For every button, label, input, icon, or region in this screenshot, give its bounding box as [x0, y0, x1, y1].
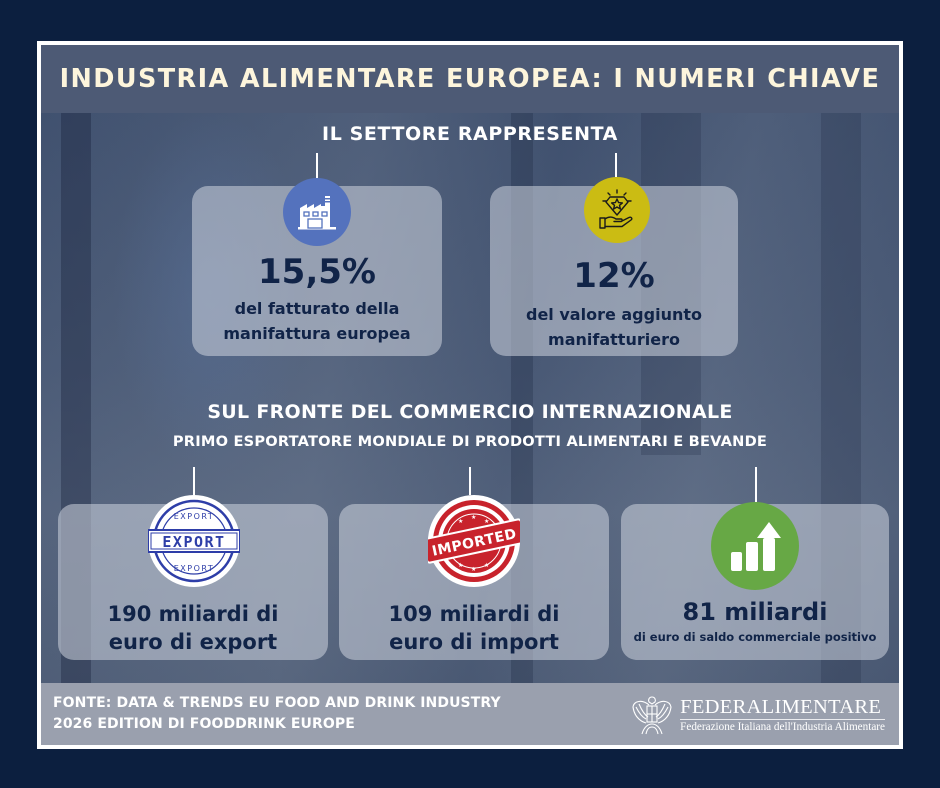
- svg-text:★: ★: [471, 514, 476, 521]
- connector-line: [193, 467, 195, 495]
- svg-text:EXPORT: EXPORT: [162, 533, 225, 551]
- footer-band: FONTE: DATA & TRENDS EU FOOD AND DRINK I…: [41, 683, 899, 745]
- logo-name: FEDERALIMENTARE: [680, 696, 885, 720]
- factory-icon: [283, 178, 351, 246]
- svg-text:★: ★: [458, 562, 463, 569]
- source-line-1: FONTE: DATA & TRENDS EU FOOD AND DRINK I…: [53, 695, 501, 711]
- svg-text:EXPORT: EXPORT: [174, 512, 215, 521]
- trade-section-title: SUL FRONTE DEL COMMERCIO INTERNAZIONALE: [207, 401, 733, 423]
- stat-label-line1: 109 miliardi di: [388, 602, 560, 626]
- source-line-2: 2026 EDITION DI FOODDRINK EUROPE: [53, 716, 355, 732]
- stat-value: 15,5%: [258, 252, 376, 292]
- svg-text:★: ★: [484, 518, 489, 525]
- connector-line: [316, 153, 318, 181]
- connector-line: [755, 467, 757, 502]
- page-title: INDUSTRIA ALIMENTARE EUROPEA: I NUMERI C…: [59, 64, 881, 94]
- stat-label-line1: del valore aggiunto: [526, 305, 702, 324]
- federalimentare-logo: FEDERALIMENTARE Federazione Italiana del…: [630, 693, 885, 737]
- stat-value: 12%: [573, 256, 655, 296]
- connector-line: [615, 153, 617, 177]
- imported-stamp-icon: ★ ★ ★ ★ ★ ★ IMPORTED: [428, 495, 520, 587]
- svg-text:★: ★: [484, 562, 489, 569]
- header-band: INDUSTRIA ALIMENTARE EUROPEA: I NUMERI C…: [41, 45, 899, 113]
- stat-label-line2: manifatturiero: [548, 330, 680, 349]
- export-stamp-icon: EXPORT EXPORT EXPORT: [148, 495, 240, 587]
- hand-diamond-star-icon: [584, 177, 650, 243]
- stat-label-line1: 190 miliardi di: [107, 602, 279, 626]
- logo-tagline: Federazione Italiana dell'Industria Alim…: [680, 720, 885, 733]
- eagle-emblem-icon: [632, 696, 672, 735]
- stat-label-line2: euro di import: [389, 630, 559, 654]
- svg-text:★: ★: [458, 518, 463, 525]
- trade-section-subtitle: PRIMO ESPORTATORE MONDIALE DI PRODOTTI A…: [172, 433, 768, 450]
- stat-label-line1: del fatturato della: [234, 299, 400, 318]
- growth-chart-arrow-icon: [711, 502, 799, 590]
- svg-text:EXPORT: EXPORT: [174, 564, 215, 573]
- infographic-frame: INDUSTRIA ALIMENTARE EUROPEA: I NUMERI C…: [37, 41, 903, 749]
- connector-line: [469, 467, 471, 495]
- sector-section-title: IL SETTORE RAPPRESENTA: [322, 123, 618, 145]
- source-citation: FONTE: DATA & TRENDS EU FOOD AND DRINK I…: [53, 693, 501, 735]
- stat-label-line2: manifattura europea: [223, 324, 411, 343]
- stat-value: 81 miliardi: [682, 598, 828, 626]
- stat-label-line1: di euro di saldo commerciale positivo: [633, 630, 877, 644]
- stat-label-line2: euro di export: [108, 630, 278, 654]
- svg-text:★: ★: [471, 566, 476, 573]
